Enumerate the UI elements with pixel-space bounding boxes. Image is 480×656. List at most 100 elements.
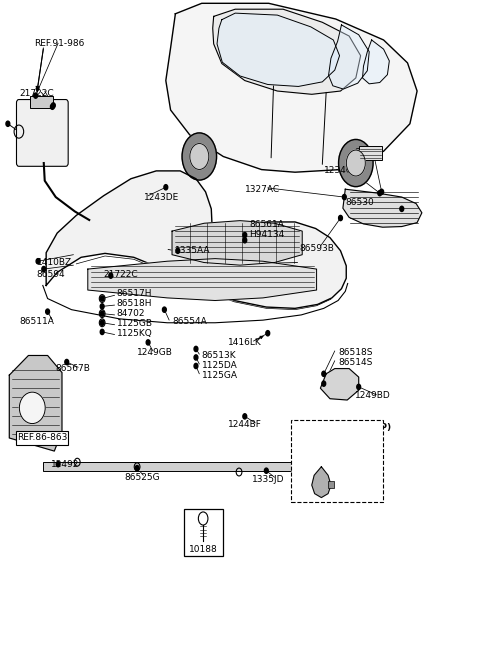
Text: 1327AC: 1327AC	[245, 185, 280, 194]
Circle shape	[194, 355, 198, 360]
Polygon shape	[328, 25, 369, 89]
Text: 86518H: 86518H	[117, 299, 152, 308]
Text: 86513K: 86513K	[202, 351, 236, 360]
Circle shape	[176, 248, 180, 253]
Text: 86594: 86594	[36, 270, 65, 279]
Text: 86593B: 86593B	[300, 243, 335, 253]
Text: 1244BF: 1244BF	[228, 420, 262, 430]
Circle shape	[100, 329, 104, 335]
Circle shape	[400, 206, 404, 211]
Text: 1125DA: 1125DA	[202, 361, 238, 370]
Text: 10188: 10188	[189, 544, 217, 554]
Circle shape	[338, 215, 342, 220]
Circle shape	[322, 371, 325, 377]
Text: 86525G: 86525G	[124, 473, 160, 482]
Circle shape	[347, 150, 365, 176]
Text: 21722C: 21722C	[104, 270, 138, 279]
Circle shape	[164, 184, 168, 190]
Text: 86530: 86530	[345, 198, 374, 207]
Polygon shape	[213, 9, 360, 94]
Text: 86518S: 86518S	[338, 348, 372, 358]
Text: 86567B: 86567B	[56, 364, 91, 373]
Text: 1125GA: 1125GA	[202, 371, 238, 380]
Polygon shape	[321, 369, 359, 400]
Text: 92202A: 92202A	[317, 449, 351, 458]
Text: REF.86-863: REF.86-863	[17, 434, 67, 443]
Circle shape	[100, 304, 104, 309]
Text: 1234CC: 1234CC	[324, 167, 359, 175]
Circle shape	[243, 414, 247, 419]
Ellipse shape	[19, 392, 45, 424]
Polygon shape	[46, 171, 346, 308]
Text: 86514S: 86514S	[338, 358, 372, 367]
Polygon shape	[9, 356, 62, 451]
Circle shape	[100, 311, 104, 316]
Text: 84702: 84702	[117, 309, 145, 318]
Circle shape	[266, 331, 270, 336]
Circle shape	[243, 237, 247, 243]
Text: 21722C: 21722C	[20, 89, 54, 98]
Text: 86585: 86585	[355, 148, 384, 157]
Circle shape	[322, 381, 325, 386]
Circle shape	[6, 121, 10, 127]
Circle shape	[65, 359, 69, 365]
Text: (W/FOG LAMP): (W/FOG LAMP)	[317, 423, 391, 432]
Bar	[30, 96, 53, 108]
Bar	[16, 432, 68, 445]
Circle shape	[194, 346, 198, 352]
Text: 1249BD: 1249BD	[355, 391, 391, 400]
Text: 1335JD: 1335JD	[252, 476, 285, 484]
Circle shape	[243, 232, 247, 237]
Circle shape	[146, 340, 150, 345]
Polygon shape	[362, 40, 389, 84]
Circle shape	[42, 266, 46, 272]
Text: 1410BZ: 1410BZ	[36, 258, 72, 267]
Text: 1416LK: 1416LK	[228, 338, 262, 347]
FancyBboxPatch shape	[16, 100, 68, 167]
Polygon shape	[343, 189, 422, 227]
Circle shape	[46, 309, 49, 314]
Polygon shape	[312, 467, 331, 497]
Circle shape	[357, 384, 360, 390]
Circle shape	[34, 93, 37, 98]
Circle shape	[342, 194, 346, 199]
Text: REF.91-986: REF.91-986	[34, 39, 84, 48]
Text: 18649B: 18649B	[317, 482, 351, 491]
Text: 12492: 12492	[51, 460, 79, 468]
Text: 86517H: 86517H	[117, 289, 152, 298]
Text: 1125GB: 1125GB	[117, 319, 153, 328]
Circle shape	[36, 258, 40, 264]
Text: 1249GB: 1249GB	[137, 348, 173, 358]
Text: 92201B: 92201B	[317, 440, 351, 448]
Circle shape	[135, 466, 139, 471]
Text: 86554A: 86554A	[172, 317, 207, 326]
Bar	[43, 462, 299, 471]
Bar	[183, 508, 223, 556]
Text: 1335AA: 1335AA	[175, 246, 211, 255]
Text: 1243DE: 1243DE	[144, 193, 180, 201]
Polygon shape	[172, 220, 302, 265]
Text: 86511A: 86511A	[20, 317, 55, 326]
Polygon shape	[166, 3, 417, 173]
Circle shape	[100, 296, 104, 301]
Bar	[359, 146, 382, 161]
Circle shape	[109, 273, 113, 278]
Circle shape	[50, 104, 54, 110]
Circle shape	[56, 462, 60, 467]
Polygon shape	[88, 258, 317, 300]
Circle shape	[338, 140, 373, 186]
Circle shape	[378, 190, 382, 195]
Circle shape	[264, 468, 268, 474]
FancyBboxPatch shape	[291, 420, 383, 502]
Circle shape	[380, 189, 384, 194]
Circle shape	[190, 144, 209, 169]
Circle shape	[51, 103, 55, 108]
Circle shape	[194, 363, 198, 369]
Text: H94134: H94134	[250, 230, 285, 239]
Circle shape	[100, 320, 104, 325]
Bar	[327, 482, 334, 487]
Circle shape	[162, 307, 166, 312]
Circle shape	[182, 133, 216, 180]
Text: 1125KQ: 1125KQ	[117, 329, 152, 338]
Polygon shape	[217, 13, 339, 87]
